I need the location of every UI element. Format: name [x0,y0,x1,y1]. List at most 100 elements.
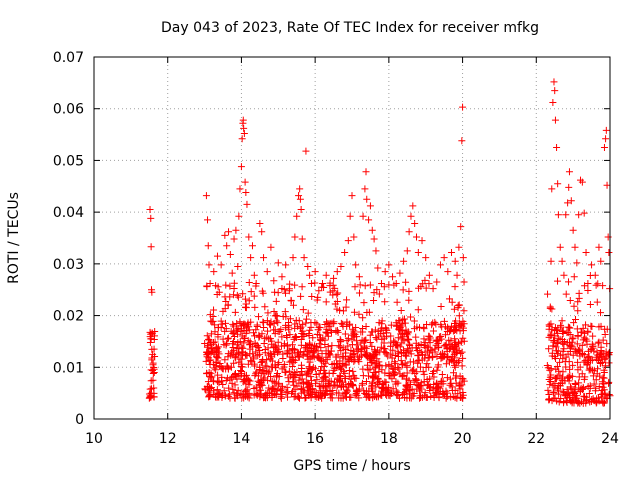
data-point [207,330,215,338]
chart-title: Day 043 of 2023, Rate Of TEC Index for r… [161,20,539,36]
data-point [554,277,562,285]
data-point [149,361,157,369]
data-point [246,340,254,348]
data-point [456,385,464,393]
data-point [575,379,583,387]
data-point [433,366,441,374]
data-point [279,350,287,358]
data-point [580,392,588,400]
data-point [427,392,435,400]
data-point [403,363,411,371]
data-point [432,388,440,396]
data-point [205,261,213,269]
data-point [244,319,252,327]
data-point [389,346,397,354]
data-point [251,303,259,311]
data-point [228,348,236,356]
data-point [444,353,452,361]
data-point [203,343,211,351]
data-point [340,382,348,390]
data-point [400,315,408,323]
data-point [342,352,350,360]
data-point [240,130,248,138]
data-point [574,332,582,340]
data-point [327,377,335,385]
data-point [597,343,605,351]
data-point [601,362,609,370]
data-point [412,333,420,341]
data-point [238,363,246,371]
data-point [584,280,592,288]
data-point [375,319,383,327]
data-point [457,338,465,346]
data-point [368,342,376,350]
data-point [217,261,225,269]
data-point [241,335,249,343]
data-point [293,212,301,220]
data-point [278,333,286,341]
data-point [600,144,608,151]
data-points [145,78,614,407]
data-point [407,394,415,402]
data-point [572,392,580,400]
data-point [417,379,425,387]
data-point [258,358,266,366]
data-point [440,254,448,262]
data-point [432,320,440,328]
data-point [258,228,266,236]
data-point [460,307,468,315]
data-point [337,347,345,355]
data-point [272,311,280,319]
data-point [544,290,552,298]
data-point [208,373,216,381]
data-point [567,383,575,391]
data-point [450,357,458,365]
data-point [291,349,299,357]
data-point [400,257,408,265]
data-point [577,384,585,392]
data-point [392,391,400,399]
data-point [402,375,410,383]
data-point [282,324,290,332]
data-point [551,116,559,124]
data-point [374,264,382,272]
data-point [362,168,370,176]
data-point [564,350,572,358]
data-point [231,394,239,402]
data-point [326,282,334,290]
data-point [147,335,155,343]
data-point [604,233,612,241]
data-point [372,383,380,391]
data-point [282,368,290,376]
data-point [146,385,154,393]
data-point [316,331,324,339]
data-point [296,185,304,193]
data-point [206,361,214,369]
data-point [430,373,438,381]
data-point [458,348,466,356]
data-point [309,334,317,342]
data-point [307,319,315,327]
data-point [243,321,251,329]
data-point [603,340,611,348]
data-point [435,394,443,402]
data-point [148,288,156,296]
data-point [346,212,354,220]
data-point [225,334,233,342]
data-point [364,366,372,374]
data-point [455,312,463,320]
data-point [574,358,582,366]
data-point [410,325,418,333]
data-point [583,397,591,405]
data-point [146,338,154,346]
data-point [209,338,217,346]
data-point [274,349,282,357]
data-point [366,393,374,401]
data-point [252,348,260,356]
data-point [250,329,258,337]
data-point [292,316,300,324]
data-point [602,394,610,402]
data-point [306,271,314,279]
y-tick-label: 0.07 [53,50,84,66]
data-point [330,366,338,374]
